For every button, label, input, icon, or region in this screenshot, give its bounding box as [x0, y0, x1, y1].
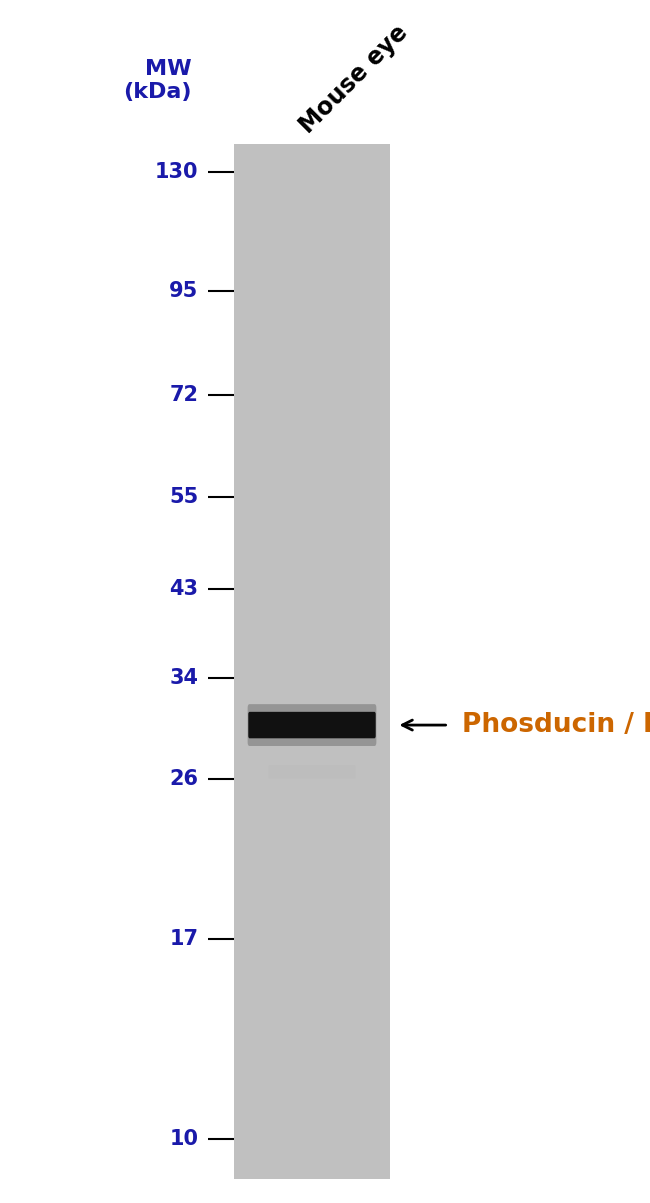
Text: 26: 26 — [169, 769, 198, 789]
Text: Mouse eye: Mouse eye — [295, 20, 413, 138]
Text: MW
(kDa): MW (kDa) — [124, 59, 192, 102]
Text: 130: 130 — [155, 162, 198, 183]
Bar — [234, 144, 390, 1179]
Text: 17: 17 — [169, 929, 198, 949]
FancyBboxPatch shape — [248, 704, 376, 746]
Text: 10: 10 — [169, 1130, 198, 1149]
Text: 95: 95 — [169, 280, 198, 301]
Text: 43: 43 — [169, 580, 198, 599]
FancyBboxPatch shape — [268, 765, 356, 778]
Text: Phosducin / PDC: Phosducin / PDC — [462, 712, 650, 739]
Text: 55: 55 — [169, 486, 198, 506]
Text: 34: 34 — [169, 668, 198, 688]
Text: 72: 72 — [169, 385, 198, 405]
FancyBboxPatch shape — [248, 712, 376, 739]
